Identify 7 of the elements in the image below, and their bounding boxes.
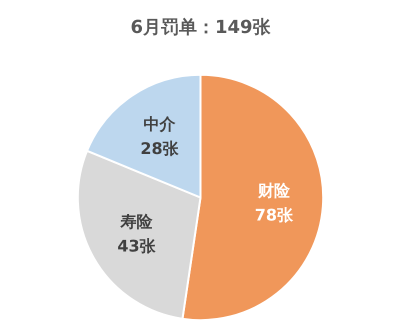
data-label: 28张	[140, 139, 180, 158]
chart-title: 6月罚单：149张	[130, 17, 272, 38]
slice-label: 财险	[256, 181, 291, 200]
data-label: 78张	[254, 206, 294, 225]
slice-label: 中介	[144, 114, 177, 134]
data-label: 43张	[117, 236, 157, 256]
slice-label: 寿险	[119, 212, 154, 232]
